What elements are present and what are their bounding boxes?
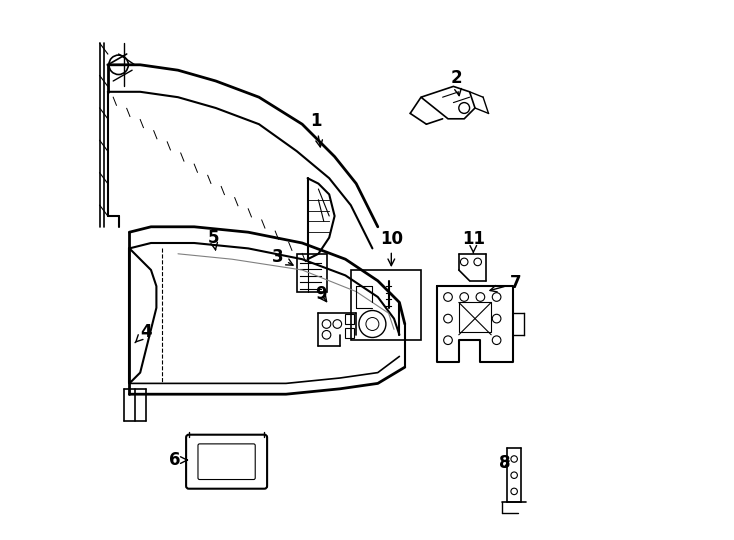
Text: 7: 7	[490, 274, 521, 293]
Text: 8: 8	[498, 454, 510, 472]
Text: 4: 4	[135, 323, 151, 343]
Text: 1: 1	[310, 112, 322, 147]
Text: 2: 2	[450, 69, 462, 96]
Text: 11: 11	[462, 230, 484, 253]
Text: 9: 9	[316, 285, 327, 303]
Text: 10: 10	[379, 230, 403, 266]
Text: 5: 5	[207, 228, 219, 250]
Text: 3: 3	[272, 247, 293, 266]
Text: 6: 6	[170, 451, 187, 469]
